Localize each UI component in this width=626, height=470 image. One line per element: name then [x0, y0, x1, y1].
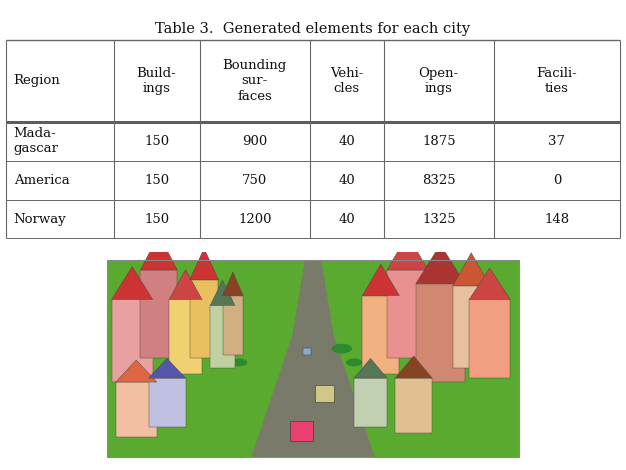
Polygon shape — [354, 359, 387, 378]
Bar — [470, 299, 510, 378]
Polygon shape — [169, 270, 202, 299]
Text: America: America — [14, 173, 69, 187]
Text: Table 3.  Generated elements for each city: Table 3. Generated elements for each cit… — [155, 22, 471, 36]
Text: 8325: 8325 — [422, 173, 456, 187]
Text: 40: 40 — [339, 173, 355, 187]
Text: 37: 37 — [548, 135, 565, 148]
Bar — [315, 385, 334, 402]
Polygon shape — [453, 253, 490, 286]
Polygon shape — [111, 266, 153, 299]
Polygon shape — [140, 235, 177, 270]
Text: 1325: 1325 — [422, 212, 456, 226]
Text: 148: 148 — [544, 212, 570, 226]
Text: 150: 150 — [144, 212, 169, 226]
Bar — [387, 270, 428, 359]
Polygon shape — [223, 272, 243, 296]
Text: 750: 750 — [242, 173, 267, 187]
Text: Bounding
sur-
faces: Bounding sur- faces — [223, 59, 287, 103]
Ellipse shape — [111, 313, 136, 325]
Bar — [416, 284, 465, 382]
Bar — [223, 296, 243, 354]
Bar — [140, 270, 177, 359]
Ellipse shape — [457, 313, 481, 325]
Polygon shape — [190, 248, 218, 280]
Text: Build-
ings: Build- ings — [136, 67, 177, 95]
Text: 1875: 1875 — [422, 135, 456, 148]
Polygon shape — [470, 268, 510, 299]
Polygon shape — [362, 264, 399, 296]
Polygon shape — [210, 280, 235, 306]
Text: 900: 900 — [242, 135, 267, 148]
Text: 0: 0 — [553, 173, 561, 187]
Ellipse shape — [220, 344, 241, 353]
Text: Facili-
ties: Facili- ties — [536, 67, 577, 95]
Bar — [453, 286, 490, 368]
Bar — [169, 299, 202, 374]
Text: 40: 40 — [339, 135, 355, 148]
Bar — [290, 422, 313, 441]
Text: 150: 150 — [144, 173, 169, 187]
Text: Open-
ings: Open- ings — [419, 67, 459, 95]
Text: 40: 40 — [339, 212, 355, 226]
Polygon shape — [387, 235, 428, 270]
Bar — [303, 348, 311, 354]
Bar — [362, 296, 399, 374]
Polygon shape — [292, 260, 334, 335]
Polygon shape — [395, 356, 432, 378]
Text: 150: 150 — [144, 135, 169, 148]
Bar — [111, 299, 153, 382]
Bar — [395, 378, 432, 433]
Ellipse shape — [231, 359, 247, 366]
Bar — [354, 378, 387, 427]
Bar — [210, 306, 235, 368]
Bar — [108, 260, 518, 457]
Polygon shape — [252, 335, 374, 457]
Bar — [190, 280, 218, 359]
Text: 1200: 1200 — [238, 212, 272, 226]
Polygon shape — [148, 359, 185, 378]
Ellipse shape — [332, 344, 352, 353]
Polygon shape — [416, 244, 465, 284]
Text: Norway: Norway — [14, 212, 66, 226]
Bar — [108, 260, 518, 457]
Ellipse shape — [346, 359, 362, 366]
Bar — [116, 382, 156, 437]
Text: Region: Region — [14, 74, 60, 87]
Polygon shape — [116, 360, 156, 382]
Text: Vehi-
cles: Vehi- cles — [330, 67, 364, 95]
Bar — [148, 378, 185, 427]
Text: Mada-
gascar: Mada- gascar — [14, 127, 59, 156]
